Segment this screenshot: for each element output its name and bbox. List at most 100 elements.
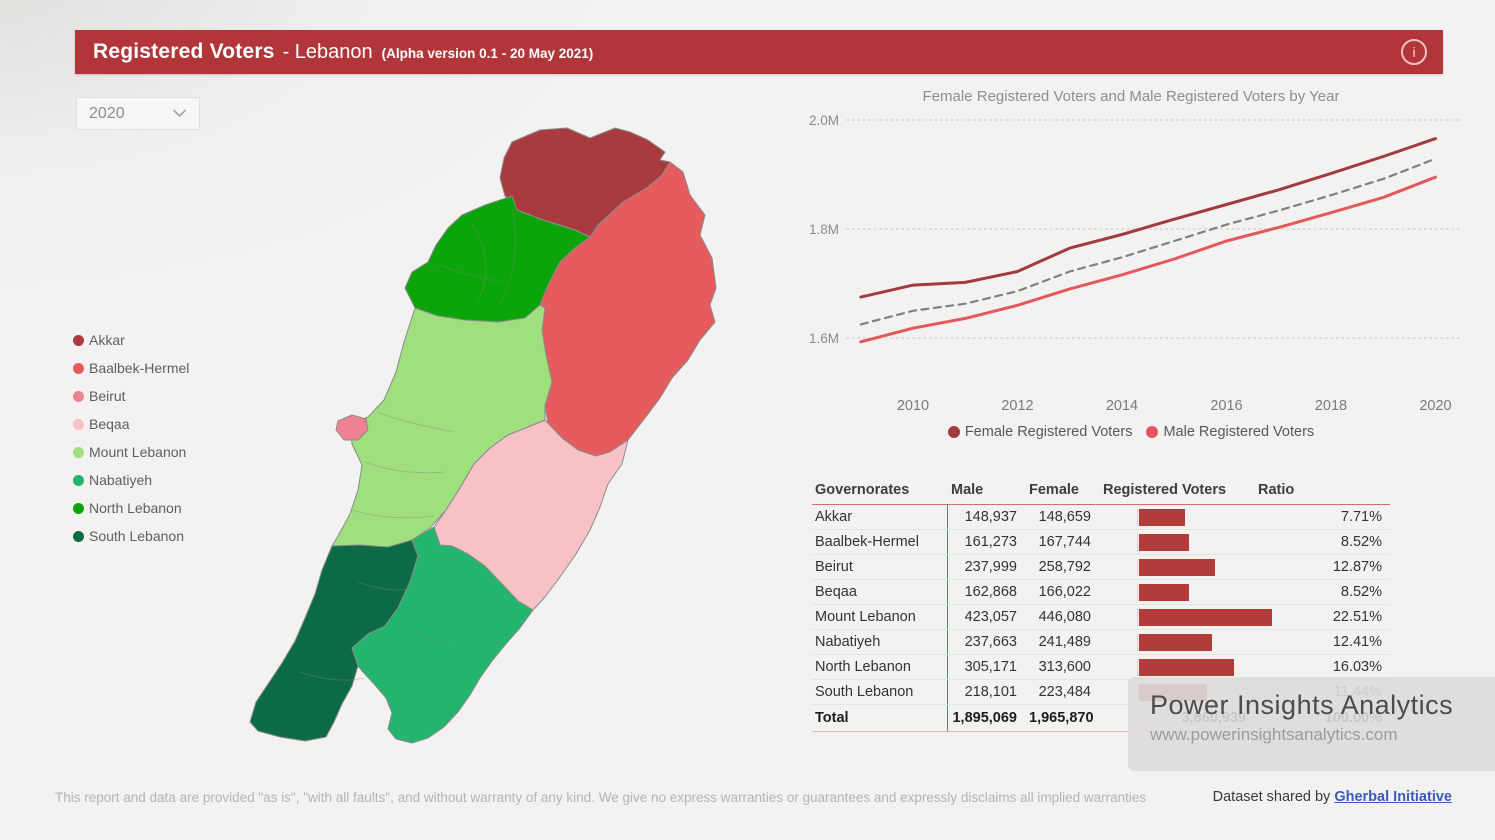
chart-legend-item[interactable]: Female Registered Voters xyxy=(947,424,1133,440)
column-header-ratio[interactable]: Ratio xyxy=(1258,482,1295,498)
cell-governorate: North Lebanon xyxy=(815,659,911,675)
info-icon[interactable]: i xyxy=(1401,39,1427,65)
table-row[interactable]: Akkar 148,937 148,659 7.71% xyxy=(812,505,1390,530)
governorates-table: Governorates Male Female Registered Voters R… xyxy=(812,476,1390,732)
cell-governorate: Nabatiyeh xyxy=(815,634,881,650)
district-borders xyxy=(299,207,516,681)
cell-male: 161,273 xyxy=(964,534,1017,550)
map-region-nabatiyeh[interactable] xyxy=(351,526,534,744)
map-legend-item-beirut[interactable]: Beirut xyxy=(73,382,189,410)
map-legend-item-akkar[interactable]: Akkar xyxy=(73,326,189,354)
year-filter-dropdown[interactable]: 2020 xyxy=(76,97,200,130)
table-row[interactable]: Baalbek-Hermel 161,273 167,744 8.52% xyxy=(812,530,1390,555)
map-region-beirut[interactable] xyxy=(335,414,369,441)
chart-legend: Female Registered Voters Male Registered … xyxy=(795,424,1467,440)
x-axis-tick-label: 2016 xyxy=(1210,398,1242,414)
credit-link[interactable]: Gherbal Initiative xyxy=(1334,789,1452,805)
legend-label: Male Registered Voters xyxy=(1163,424,1315,440)
cell-female: 223,484 xyxy=(1038,684,1091,700)
table-row[interactable]: North Lebanon 305,171 313,600 16.03% xyxy=(812,655,1390,680)
cell-registered-voters xyxy=(1099,608,1272,626)
map-legend-item-south-lebanon[interactable]: South Lebanon xyxy=(73,522,189,550)
data-bar xyxy=(1139,508,1185,526)
legend-label: South Lebanon xyxy=(89,528,184,544)
cell-total-label: Total xyxy=(815,710,849,726)
cell-governorate: Akkar xyxy=(815,509,853,525)
legend-dot-icon xyxy=(73,502,84,514)
cell-governorate: Beirut xyxy=(815,559,853,575)
map-legend-item-north-lebanon[interactable]: North Lebanon xyxy=(73,494,189,522)
map-legend-item-mount-lebanon[interactable]: Mount Lebanon xyxy=(73,438,189,466)
watermark-overlay[interactable]: Power Insights Analytics www.powerinsigh… xyxy=(1128,677,1495,771)
cell-total-male: 1,895,069 xyxy=(952,710,1017,726)
legend-label: Beqaa xyxy=(89,416,130,432)
chart-lines xyxy=(859,137,1437,344)
cell-registered-voters xyxy=(1099,658,1254,676)
legend-dot-icon xyxy=(73,362,84,374)
cell-registered-voters xyxy=(1099,558,1254,576)
cell-ratio: 7.71% xyxy=(1340,509,1382,525)
data-bar xyxy=(1139,558,1215,576)
chevron-down-icon xyxy=(172,109,187,118)
lebanon-map xyxy=(249,127,717,744)
cell-registered-voters xyxy=(1099,633,1254,651)
table-row[interactable]: Beirut 237,999 258,792 12.87% xyxy=(812,555,1390,580)
cell-ratio: 8.52% xyxy=(1340,534,1382,550)
page-title: Registered Voters xyxy=(93,40,275,63)
data-bar-track xyxy=(1137,558,1277,576)
table-row[interactable]: Mount Lebanon 423,057 446,080 22.51% xyxy=(812,605,1390,630)
legend-label: Beirut xyxy=(89,388,126,404)
report-header: Registered Voters - Lebanon (Alpha versi… xyxy=(75,30,1443,74)
footer-disclaimer: This report and data are provided "as is… xyxy=(55,790,1147,805)
cell-governorate: Baalbek-Hermel xyxy=(815,534,919,550)
line-chart: 1.6M 1.8M 2.0M 2010 2012 2014 2016 2018 2020 xyxy=(809,113,1464,414)
column-header-male[interactable]: Male xyxy=(951,482,984,498)
legend-dot-icon xyxy=(73,390,84,402)
legend-label: North Lebanon xyxy=(89,500,182,516)
x-axis-tick-label: 2012 xyxy=(1001,398,1033,414)
year-filter-value: 2020 xyxy=(89,104,125,122)
table-header-row: Governorates Male Female Registered Voters R… xyxy=(812,476,1390,505)
chart-line xyxy=(859,137,1437,299)
table-row[interactable]: Beqaa 162,868 166,022 8.52% xyxy=(812,580,1390,605)
table-row[interactable]: Nabatiyeh 237,663 241,489 12.41% xyxy=(812,630,1390,655)
column-header-registered-voters[interactable]: Registered Voters xyxy=(1103,482,1227,498)
legend-label: Baalbek-Hermel xyxy=(89,360,190,376)
cell-ratio: 12.41% xyxy=(1332,634,1382,650)
data-bar xyxy=(1139,608,1272,626)
cell-ratio: 8.52% xyxy=(1340,584,1382,600)
column-header-female[interactable]: Female xyxy=(1029,482,1079,498)
cell-female: 313,600 xyxy=(1038,659,1091,675)
x-axis-tick-label: 2014 xyxy=(1106,398,1138,414)
cell-male: 148,937 xyxy=(964,509,1017,525)
legend-dot-icon xyxy=(73,446,84,458)
cell-male: 218,101 xyxy=(964,684,1017,700)
data-bar-track xyxy=(1137,658,1277,676)
cell-female: 241,489 xyxy=(1038,634,1091,650)
cell-female: 148,659 xyxy=(1038,509,1091,525)
data-bar-track xyxy=(1137,583,1277,601)
map-legend-item-beqaa[interactable]: Beqaa xyxy=(73,410,189,438)
data-bar-track xyxy=(1137,608,1277,626)
cell-female: 446,080 xyxy=(1038,609,1091,625)
cell-governorate: Mount Lebanon xyxy=(815,609,916,625)
column-header-governorates[interactable]: Governorates xyxy=(815,482,910,498)
legend-dot-icon xyxy=(73,418,84,430)
legend-dot-icon xyxy=(1146,426,1159,438)
map-legend-item-nabatiyeh[interactable]: Nabatiyeh xyxy=(73,466,189,494)
cell-female: 167,744 xyxy=(1038,534,1091,550)
data-bar xyxy=(1139,533,1190,551)
x-axis-tick-label: 2010 xyxy=(897,398,929,414)
cell-governorate: South Lebanon xyxy=(815,684,914,700)
chart-line xyxy=(859,157,1437,326)
cell-registered-voters xyxy=(1099,533,1254,551)
data-bar xyxy=(1139,658,1234,676)
map-legend-item-baalbek-hermel[interactable]: Baalbek-Hermel xyxy=(73,354,189,382)
chart-gridlines xyxy=(846,119,1464,339)
y-axis-tick-label: 1.8M xyxy=(809,222,839,237)
chart-legend-item[interactable]: Male Registered Voters xyxy=(1146,424,1314,440)
version-note: (Alpha version 0.1 - 20 May 2021) xyxy=(381,46,594,61)
credit-prefix: Dataset shared by xyxy=(1212,789,1335,805)
legend-label: Female Registered Voters xyxy=(964,424,1133,440)
cell-registered-voters xyxy=(1099,508,1254,526)
